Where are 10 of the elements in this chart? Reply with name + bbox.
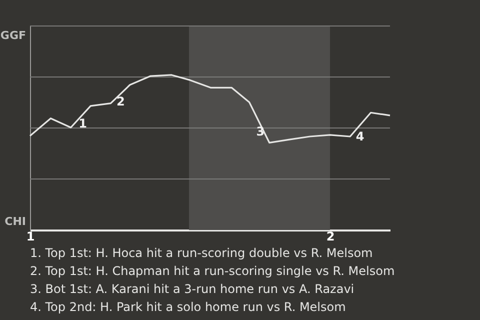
- annotation: 1: [78, 116, 87, 131]
- text: 3. Bot 1st: A. Karani hit a 3-run home run vs A. Razavi: [30, 282, 354, 296]
- annotation: 3: [256, 124, 265, 139]
- text: CHI: [4, 215, 26, 228]
- text: 4. Top 2nd: H. Park hit a solo home run vs R. Melsom: [30, 300, 346, 314]
- text: 1. Top 1st: H. Hoca hit a run-scoring double vs R. Melsom: [30, 246, 373, 260]
- text: 2. Top 1st: H. Chapman hit a run-scoring single vs R. Melsom: [30, 264, 395, 278]
- text: GGF: [0, 29, 26, 42]
- annotation: 4: [356, 130, 364, 144]
- annotation: 2: [116, 94, 125, 108]
